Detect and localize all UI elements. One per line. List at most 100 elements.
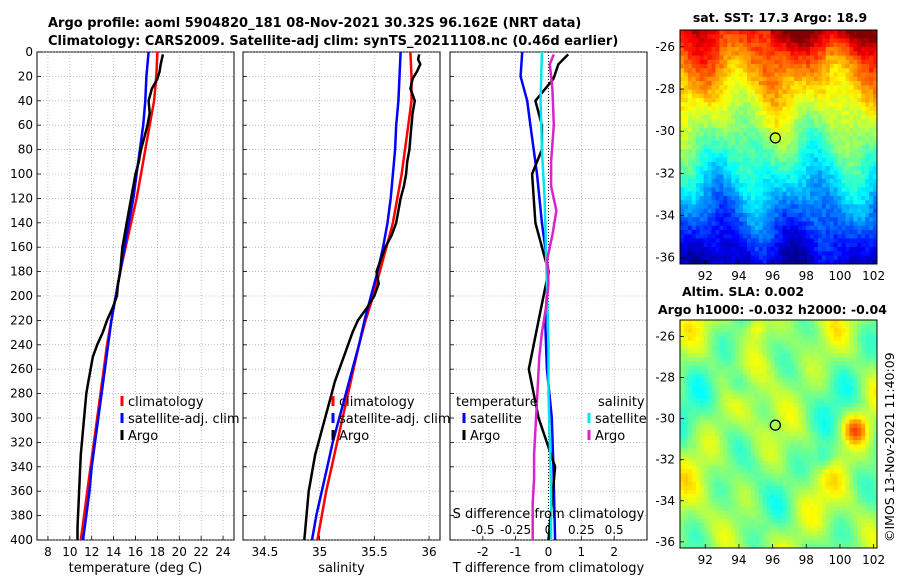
map-cell [841,132,846,137]
map-cell [849,34,854,39]
map-cell [837,59,843,65]
map-cell [865,81,870,86]
map-cell [829,170,835,176]
map-cell [727,431,732,437]
map-cell [802,460,807,466]
map-cell [754,191,760,197]
map-cell [802,178,807,184]
map-cell [691,119,697,125]
map-cell [691,106,697,112]
map-cell [802,452,807,458]
map-cell [746,448,752,454]
map-cell [727,340,732,346]
map-cell [711,353,716,358]
map-cell [750,460,756,466]
map-cell [766,357,772,362]
map-cell [825,34,831,39]
map-cell [873,183,878,188]
map-cell [746,98,752,103]
map-cell [841,178,846,184]
map-cell [798,382,803,387]
map-cell [790,460,795,466]
map-cell [695,183,701,188]
map-cell [691,51,697,57]
map-cell [691,444,697,450]
map-cell [821,174,827,180]
map-cell [711,452,716,458]
map-cell [723,115,728,120]
map-cell [810,361,815,367]
map-cell [766,72,772,78]
map-cell [707,336,713,342]
map-cell [687,47,693,52]
map-cell [766,373,772,379]
map-cell [743,140,748,146]
map-cell [853,378,858,383]
map-cell [691,102,697,108]
map-cell [853,344,858,350]
map-cell [790,382,795,387]
map-cell [750,42,756,48]
map-cell [813,174,819,180]
map-cell [687,427,693,433]
map-cell [786,394,791,400]
map-cell [711,166,716,171]
map-cell [865,119,870,125]
map-cell [707,110,713,116]
map-cell [695,47,701,52]
map-cell [774,42,779,48]
map-cell [790,344,795,350]
map-cell [711,115,716,120]
map-cell [821,229,827,235]
map-cell [782,187,787,193]
map-cell [778,456,783,462]
map-cell [691,456,697,462]
map-cell [817,93,823,99]
map-cell [802,157,807,163]
map-cell [691,481,697,487]
map-cell [849,166,854,171]
map-cell [845,411,850,416]
map-cell [699,378,705,383]
map-cell [687,465,693,470]
map-cell [754,332,760,338]
map-cell [833,144,839,150]
map-cell [746,85,752,91]
map-cell [758,157,764,163]
map-cell [849,411,854,416]
map-cell [683,411,689,416]
map-cell [841,328,846,333]
map-cell [731,460,736,466]
map-cell [825,427,831,433]
map-cell [813,212,819,218]
map-cell [829,183,835,188]
map-cell [782,51,787,57]
map-cell [786,132,791,137]
map-cell [731,431,736,437]
map-cell [810,85,815,91]
map-cell [790,55,795,61]
map-cell [739,415,744,420]
map-cell [829,76,835,82]
map-cell [865,386,870,391]
map-cell [727,411,732,416]
map-cell [813,123,819,129]
map-cell [683,259,689,265]
map-cell [711,344,716,350]
figure-title-line1: Argo profile: aoml 5904820_181 08-Nov-20… [48,16,581,31]
map-cell [806,324,811,329]
map-cell [817,255,823,261]
map-cell [845,144,850,150]
map-cell [750,166,756,171]
map-cell [810,38,815,44]
map-cell [683,76,689,82]
map-cell [786,76,791,82]
map-cell [869,251,874,256]
map-cell [821,398,827,404]
map-cell [723,251,728,256]
map-cell [782,161,787,167]
map-cell [731,149,736,154]
map-cell [849,115,854,120]
map-cell [849,140,854,146]
map-cell [853,191,858,197]
